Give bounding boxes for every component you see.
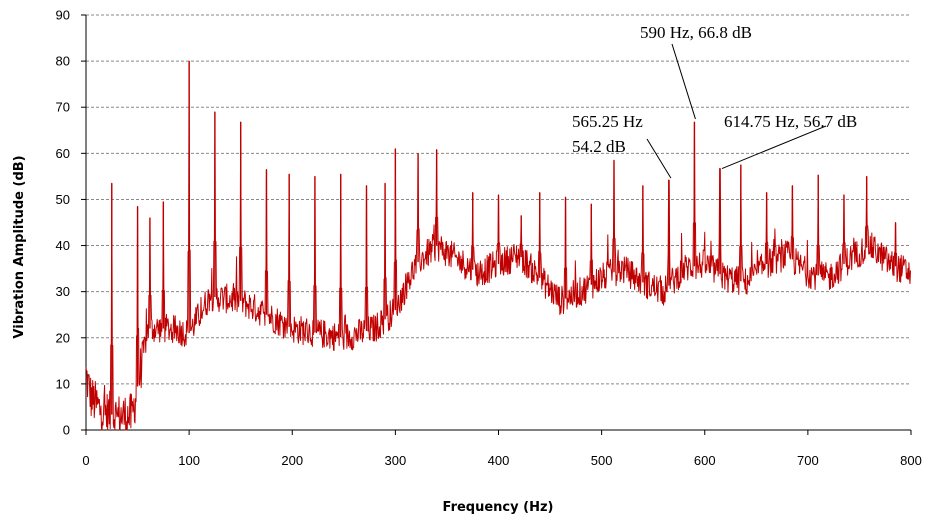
- y-tick-label: 60: [56, 146, 70, 161]
- axes: [81, 14, 912, 435]
- x-tick-label: 300: [385, 453, 407, 468]
- x-tick-label: 100: [178, 453, 200, 468]
- y-tick-label: 20: [56, 330, 70, 345]
- annotation-label: 590 Hz, 66.8 dB: [640, 23, 752, 42]
- x-tick-label: 700: [797, 453, 819, 468]
- y-tick-label: 50: [56, 192, 70, 207]
- y-axis-title: Vibration Amplitude (dB): [12, 155, 27, 338]
- annotation-layer: 590 Hz, 66.8 dB 565.25 Hz 54.2 dB 614.75 Hz…: [572, 23, 857, 179]
- series-layer: [85, 60, 912, 431]
- x-axis-title: Frequency (Hz): [443, 500, 554, 515]
- y-tick-label: 30: [56, 284, 70, 299]
- x-tick-labels: 0 100 200 300 400 500 600 700 800: [82, 453, 921, 468]
- y-tick-labels: 0 10 20 30 40 50 60 70 80 90: [56, 8, 70, 438]
- x-tick-label: 600: [694, 453, 716, 468]
- annotation-leader-line: [721, 125, 827, 170]
- annotation-label: 565.25 Hz: [572, 112, 643, 131]
- y-tick-label: 90: [56, 8, 70, 23]
- annotation-label: 614.75 Hz, 56.7 dB: [724, 112, 857, 131]
- annotation-leader-line: [646, 138, 672, 179]
- x-tick-label: 500: [591, 453, 613, 468]
- y-tick-label: 40: [56, 238, 70, 253]
- y-tick-label: 0: [63, 423, 70, 438]
- y-tick-label: 10: [56, 376, 70, 391]
- annotation-leader-line: [671, 43, 696, 120]
- x-tick-label: 200: [281, 453, 303, 468]
- x-tick-label: 800: [900, 453, 922, 468]
- annotation-label: 54.2 dB: [572, 137, 626, 156]
- y-tick-label: 80: [56, 54, 70, 69]
- x-tick-label: 0: [82, 453, 89, 468]
- series-line: [85, 60, 912, 431]
- y-tick-label: 70: [56, 100, 70, 115]
- x-tick-label: 400: [488, 453, 510, 468]
